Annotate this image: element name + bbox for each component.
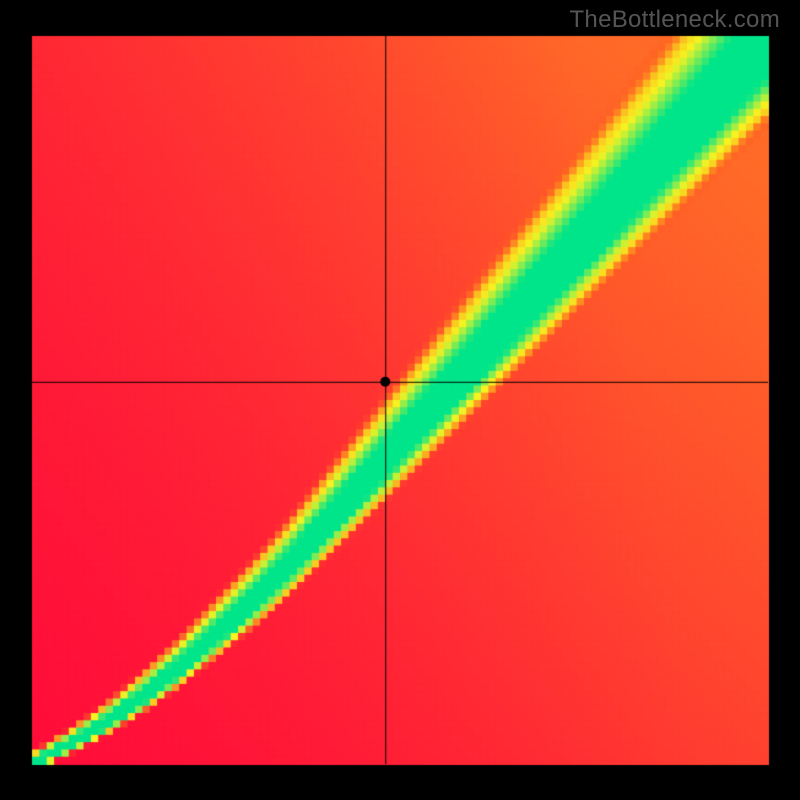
chart-container: TheBottleneck.com [0,0,800,800]
heatmap-chart [0,0,800,800]
watermark-text: TheBottleneck.com [569,6,780,34]
